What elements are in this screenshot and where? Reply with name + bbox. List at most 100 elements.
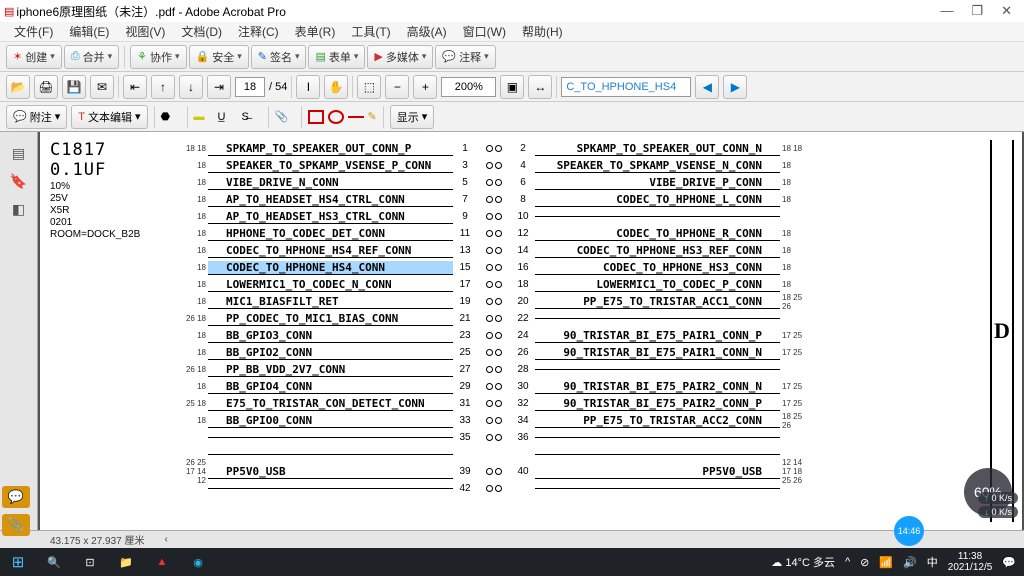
show-button[interactable]: 显示▾ (390, 105, 435, 129)
signal-right: SPEAKER_TO_SPKAMP_VSENSE_N_CONN (535, 159, 780, 173)
pages-icon[interactable]: ▤ (8, 142, 30, 164)
fit-width-icon[interactable]: ↔ (528, 75, 552, 99)
secure-button[interactable]: 🔒安全▾ (189, 45, 249, 69)
search-input[interactable] (561, 77, 691, 97)
menu-window[interactable]: 窗口(W) (455, 21, 514, 42)
mail-icon[interactable]: ✉ (90, 75, 114, 99)
wifi-icon[interactable]: 📶 (879, 556, 893, 569)
menubar: 文件(F) 编辑(E) 视图(V) 文档(D) 注释(C) 表单(R) 工具(T… (0, 22, 1024, 42)
comments-tab-icon[interactable]: 💬 (2, 486, 30, 508)
ime-icon[interactable]: 中 (927, 554, 938, 570)
signal-left: MIC1_BIASFILT_RET (208, 295, 453, 309)
sign-button[interactable]: ✎签名▾ (251, 45, 307, 69)
scroll-left-icon[interactable]: ‹ (165, 534, 168, 545)
textedit-button[interactable]: T文本编辑▾ (71, 105, 147, 129)
select-icon[interactable]: I (296, 75, 320, 99)
signal-left: CODEC_TO_HPHONE_HS4_REF_CONN (208, 244, 453, 258)
page-dimensions: 43.175 x 27.937 厘米 (50, 532, 145, 547)
attach-button[interactable]: 💬附注▾ (6, 105, 67, 129)
search-next-icon[interactable]: ▶ (723, 75, 747, 99)
hand-icon[interactable]: ✋ (324, 75, 348, 99)
signal-left: AP_TO_HEADSET_HS3_CTRL_CONN (208, 210, 453, 224)
weather-widget[interactable]: ☁ 14°C 多云 (771, 554, 835, 570)
signal-left: PP_CODEC_TO_MIC1_BIAS_CONN (208, 312, 453, 326)
strike-icon[interactable]: S̶ (242, 111, 262, 123)
signal-left: PP5V0_USB (208, 465, 453, 479)
toolbar-annot: 💬附注▾ T文本编辑▾ ⬣ ▬ U̲ S̶ 📎 ✎ 显示▾ (0, 102, 1024, 132)
signal-right: CODEC_TO_HPHONE_R_CONN (535, 227, 780, 241)
rect-icon[interactable] (308, 110, 324, 124)
menu-tools[interactable]: 工具(T) (343, 21, 398, 42)
time-overlay: 14:46 (894, 516, 924, 546)
tray-up-icon[interactable]: ^ (845, 556, 850, 568)
zoom-input[interactable] (441, 77, 496, 97)
menu-forms[interactable]: 表单(R) (287, 21, 344, 42)
menu-advanced[interactable]: 高级(A) (399, 21, 455, 42)
signal-right (535, 437, 780, 438)
start-button[interactable]: ⊞ (0, 548, 36, 576)
open-icon[interactable]: 📂 (6, 75, 30, 99)
frame-zone: D (990, 140, 1014, 522)
page-down-icon[interactable]: ↓ (179, 75, 203, 99)
pdf-canvas[interactable]: C1817 0.1UF 10% 25V X5R 0201 ROOM=DOCK_B… (38, 132, 1024, 530)
page-input[interactable] (235, 77, 265, 97)
taskview-icon[interactable]: ⊡ (72, 548, 108, 576)
signal-right: LOWERMIC1_TO_CODEC_P_CONN (535, 278, 780, 292)
menu-edit[interactable]: 编辑(E) (61, 21, 117, 42)
menu-help[interactable]: 帮助(H) (514, 21, 571, 42)
zoom-out-icon[interactable]: − (385, 75, 409, 99)
page-up-icon[interactable]: ↑ (151, 75, 175, 99)
create-button[interactable]: ✶创建▾ (6, 45, 62, 69)
left-panel: ▤ 🔖 ◧ (0, 132, 38, 530)
toolbar-main: ✶创建▾ ⎙合并▾ ⚘协作▾ 🔒安全▾ ✎签名▾ ▤表单▾ ▶多媒体▾ 💬注释▾ (0, 42, 1024, 72)
media-button[interactable]: ▶多媒体▾ (367, 45, 433, 69)
clock[interactable]: 11:38 2021/12/5 (948, 551, 993, 573)
attach-file-icon[interactable]: 📎 (275, 110, 295, 123)
layers-icon[interactable]: ◧ (8, 198, 30, 220)
signal-left: SPEAKER_TO_SPKAMP_VSENSE_P_CONN (208, 159, 453, 173)
signal-right (535, 454, 780, 455)
connector-block: 18 18SPKAMP_TO_SPEAKER_OUT_CONN_P12SPKAM… (178, 140, 962, 497)
menu-view[interactable]: 视图(V) (117, 21, 173, 42)
page-first-icon[interactable]: ⇤ (123, 75, 147, 99)
menu-comments[interactable]: 注释(C) (230, 21, 287, 42)
status-bar: 43.175 x 27.937 厘米 ‹ (0, 530, 1024, 548)
explorer-icon[interactable]: 📁 (108, 548, 144, 576)
highlight-icon[interactable]: ▬ (194, 111, 214, 123)
signal-right: VIBE_DRIVE_P_CONN (535, 176, 780, 190)
edge-icon[interactable]: ◉ (180, 548, 216, 576)
underline-icon[interactable]: U̲ (218, 111, 238, 123)
signal-right: PP_E75_TO_TRISTAR_ACC2_CONN (535, 414, 780, 428)
minimize-button[interactable]: — (940, 3, 953, 19)
combine-button[interactable]: ⎙合并▾ (64, 45, 119, 69)
print-icon[interactable]: 🖨 (34, 75, 58, 99)
stamp-icon[interactable]: ⬣ (161, 110, 181, 123)
pencil-icon[interactable]: ✎ (368, 110, 377, 123)
line-icon[interactable] (348, 116, 364, 118)
acrobat-icon[interactable]: ▲ (144, 548, 180, 576)
page-last-icon[interactable]: ⇥ (207, 75, 231, 99)
signal-left: HPHONE_TO_CODEC_DET_CONN (208, 227, 453, 241)
collab-button[interactable]: ⚘协作▾ (130, 45, 186, 69)
search-icon[interactable]: 🔍 (36, 548, 72, 576)
oval-icon[interactable] (328, 110, 344, 124)
comment-button[interactable]: 💬注释▾ (435, 45, 495, 69)
pdf-page: C1817 0.1UF 10% 25V X5R 0201 ROOM=DOCK_B… (40, 132, 1022, 530)
fit-page-icon[interactable]: ▣ (500, 75, 524, 99)
zoom-marquee-icon[interactable]: ⬚ (357, 75, 381, 99)
attach-tab-icon[interactable]: 📎 (2, 514, 30, 536)
search-prev-icon[interactable]: ◀ (695, 75, 719, 99)
notification-icon[interactable]: 💬 (1002, 556, 1016, 569)
titlebar: ▤ iphone6原理图纸（未注）.pdf - Adobe Acrobat Pr… (0, 0, 1024, 22)
save-icon[interactable]: 💾 (62, 75, 86, 99)
maximize-button[interactable]: ❐ (971, 3, 983, 19)
menu-document[interactable]: 文档(D) (173, 21, 230, 42)
page-total: / 54 (269, 81, 287, 93)
volume-icon[interactable]: 🔊 (903, 556, 917, 569)
zoom-in-icon[interactable]: + (413, 75, 437, 99)
forms-button[interactable]: ▤表单▾ (308, 45, 365, 69)
menu-file[interactable]: 文件(F) (6, 21, 61, 42)
network-icon[interactable]: ⊘ (860, 556, 869, 569)
bookmarks-icon[interactable]: 🔖 (8, 170, 30, 192)
close-button[interactable]: ✕ (1001, 3, 1012, 19)
